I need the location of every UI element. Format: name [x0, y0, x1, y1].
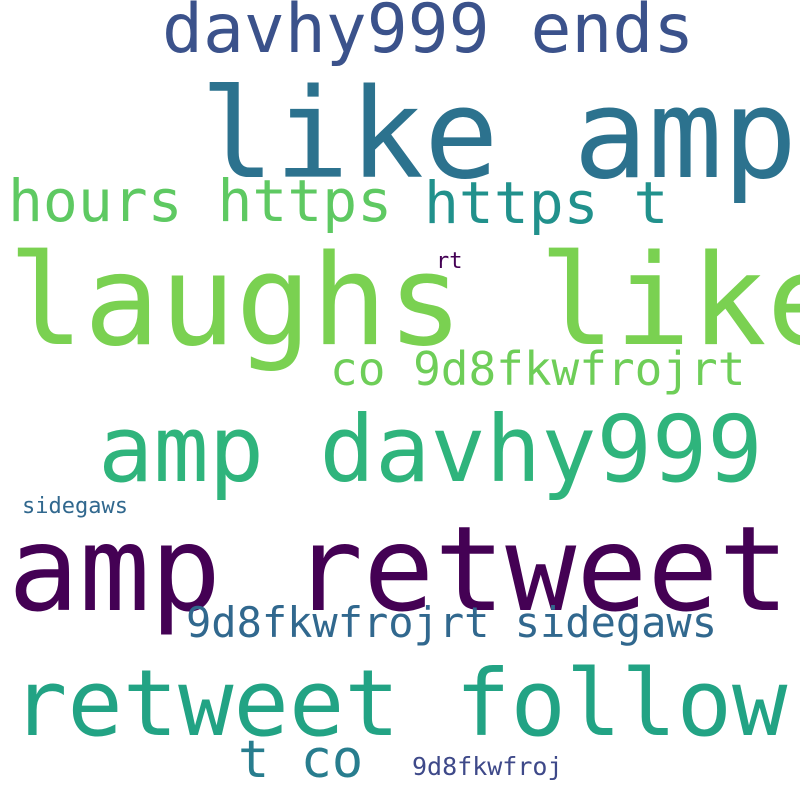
word-https-t: https t	[424, 169, 669, 237]
word-sidegaws: sidegaws	[22, 494, 128, 519]
word-retweet-follow: retweet follow	[12, 650, 788, 757]
word-t-co: t co	[238, 730, 364, 790]
word-rt: rt	[436, 249, 463, 274]
word-amp-davhy999: amp davhy999	[98, 396, 763, 503]
word-9d8fkwfrojrt-sidegaws: 9d8fkwfrojrt sidegaws	[186, 598, 718, 647]
word-davhy999-ends: davhy999 ends	[162, 0, 695, 69]
word-laughs-like: laughs like	[8, 227, 800, 374]
word-hours-https: hours https	[8, 167, 393, 235]
word-amp-retweet: amp retweet	[8, 500, 790, 638]
word-like-amp: like amp	[200, 63, 798, 207]
word-co-9d8fkwfrojrt: co 9d8fkwfrojrt	[330, 342, 746, 396]
word-9d8fkwfroj: 9d8fkwfroj	[412, 752, 563, 781]
